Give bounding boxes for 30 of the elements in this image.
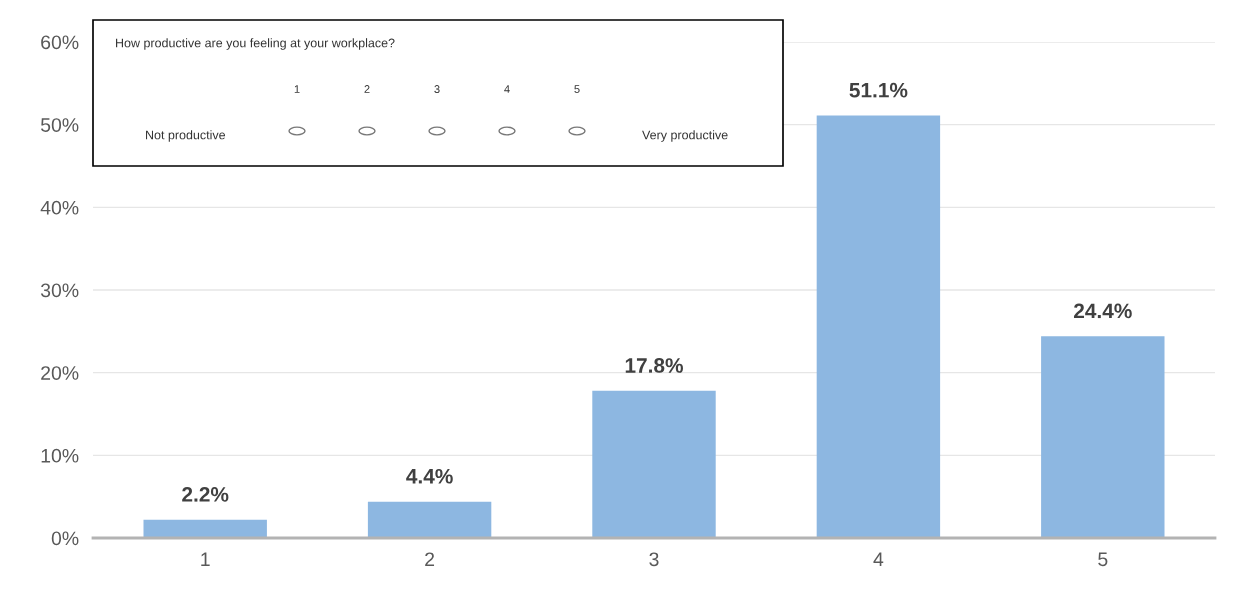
y-tick-label: 20% — [41, 366, 79, 380]
x-tick-label: 5 — [1098, 552, 1108, 567]
y-tick-label: 30% — [40, 283, 79, 298]
bar — [1041, 336, 1165, 538]
annotation: 5 — [574, 85, 580, 93]
x-tick-label: 1 — [201, 552, 210, 566]
data-label: 17.8% — [625, 358, 683, 373]
y-tick-label: 50% — [40, 118, 79, 132]
annotation: 4 — [504, 85, 510, 93]
y-tick-label: 0% — [51, 531, 79, 546]
bar — [367, 501, 492, 538]
data-label: 4.4% — [406, 468, 453, 484]
y-tick-label: 60% — [41, 35, 79, 50]
bar — [143, 519, 267, 538]
y-tick-label: 40% — [40, 200, 79, 215]
annotation: Very productive — [642, 130, 728, 142]
x-tick-label: 2 — [425, 552, 435, 566]
annotation: How productive are you feeling at your workplace? — [116, 38, 395, 50]
x-tick-label: 3 — [649, 552, 659, 567]
bar — [592, 390, 716, 538]
data-label: 51.1% — [849, 82, 908, 98]
data-label: 2.2% — [182, 487, 229, 502]
annotation: Not productive — [146, 130, 226, 142]
y-tick-label: 10% — [41, 448, 79, 463]
annotation: 1 — [294, 85, 300, 93]
x-tick-label: 4 — [873, 552, 884, 566]
annotation: 2 — [364, 85, 370, 93]
annotation: 3 — [434, 85, 440, 93]
bar — [816, 115, 941, 538]
data-label: 24.4% — [1073, 303, 1132, 319]
